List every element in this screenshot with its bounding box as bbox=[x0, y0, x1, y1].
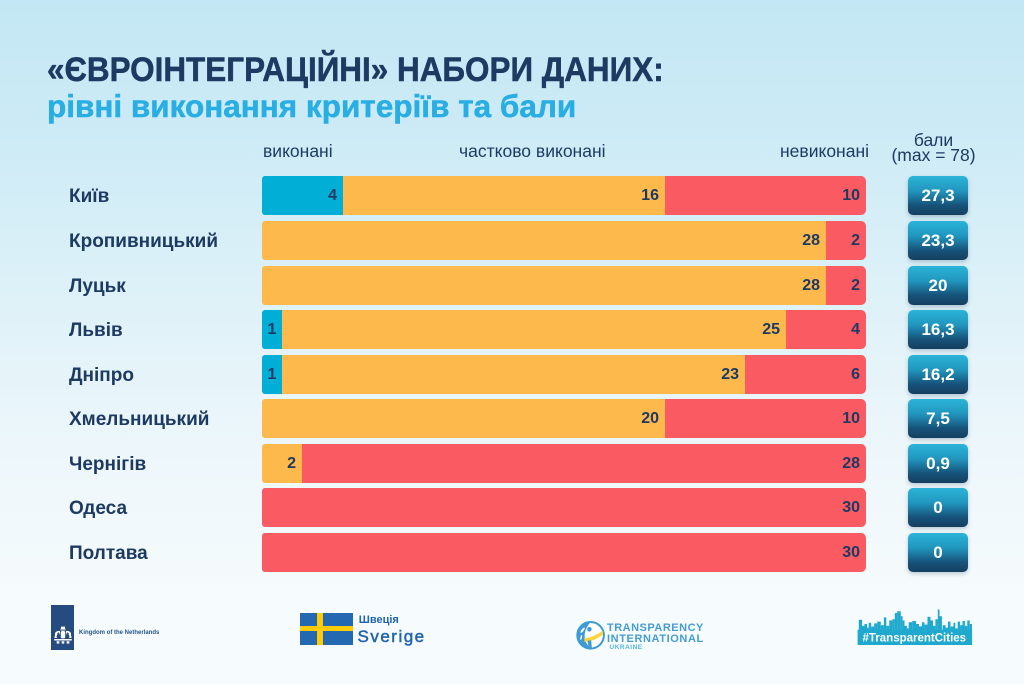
svg-text:#TransparentCities: #TransparentCities bbox=[863, 632, 967, 644]
